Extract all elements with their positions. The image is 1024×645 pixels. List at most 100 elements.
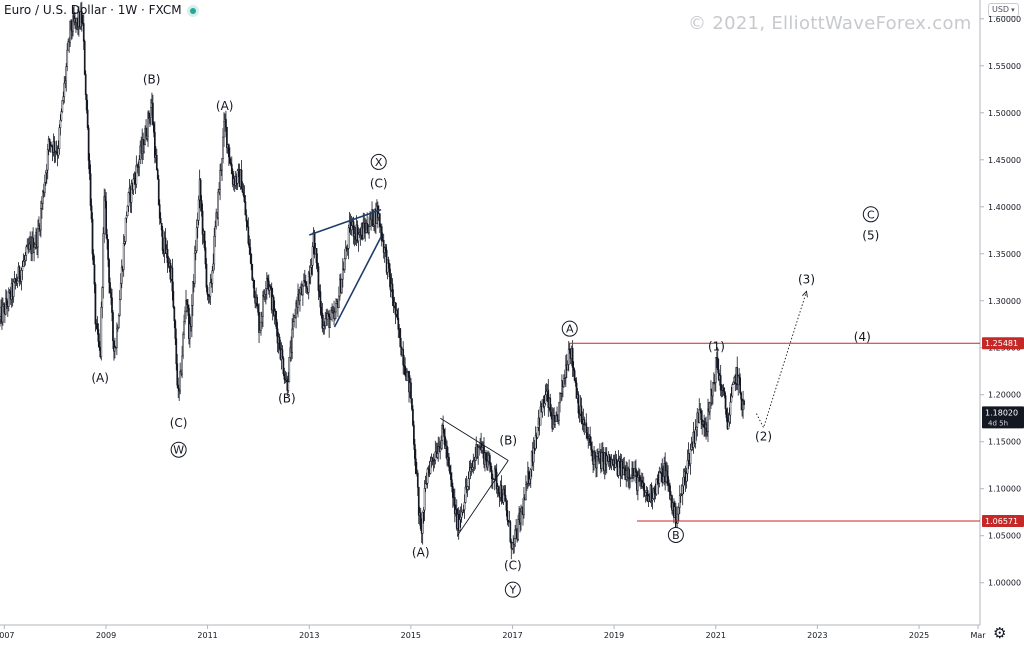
candle-body (5, 298, 8, 306)
price-tick-label: 1.55000 (988, 62, 1021, 71)
candle-body (384, 247, 387, 251)
time-tick-label: Mar (971, 631, 987, 640)
candle-body (583, 419, 586, 425)
candle-body (155, 154, 158, 171)
symbol-title[interactable]: Euro / U.S. Dollar · 1W · FXCM (4, 3, 182, 17)
candle-body (258, 312, 260, 333)
candle-body (310, 265, 313, 268)
currency-selector[interactable]: USD ▾ (988, 3, 1019, 17)
candle-body (260, 321, 262, 331)
candle-body (450, 472, 452, 480)
candle-body (305, 286, 308, 289)
candle-body (677, 507, 680, 515)
candle-body (215, 212, 218, 227)
candle-body (60, 111, 63, 121)
candle-body (125, 215, 128, 219)
candle-body (126, 205, 129, 216)
candle-body (485, 452, 487, 461)
candle-body (12, 281, 15, 297)
candle-body (299, 292, 301, 301)
candle-body (281, 349, 284, 359)
candle-body (166, 249, 169, 263)
candle-body (555, 415, 557, 422)
candle-body (502, 488, 505, 503)
candle-body (543, 403, 546, 407)
candle-body (257, 305, 259, 313)
candle-body (197, 199, 200, 221)
candle-body (716, 357, 719, 370)
candle-body (714, 357, 717, 383)
triangle-trendline (440, 417, 509, 461)
candle-body (315, 248, 318, 264)
wave-label-circle (370, 153, 387, 170)
projection-arrowhead (802, 290, 808, 298)
candle-body (92, 253, 95, 265)
candle-body (287, 381, 290, 391)
candle-body (194, 250, 197, 254)
candle-body (525, 483, 527, 501)
candle-body (402, 349, 405, 366)
candle-body (740, 392, 742, 400)
candle-body (228, 144, 230, 158)
candle-body (292, 321, 294, 330)
candle-body (439, 447, 442, 452)
candle-body (89, 173, 92, 206)
level-price-tag (982, 337, 1024, 350)
candle-body (93, 264, 96, 285)
candle-body (316, 262, 319, 267)
candle-body (574, 380, 577, 384)
candle-body (357, 234, 360, 242)
candle-body (291, 328, 294, 353)
wave-label: Y (508, 584, 516, 597)
candle-body (474, 456, 477, 461)
candle-body (183, 321, 185, 335)
bar-countdown-label: 4d 5h (988, 419, 1008, 427)
candle-body (88, 160, 91, 174)
candle-body (495, 471, 498, 490)
price-tick-label: 1.30000 (988, 297, 1021, 306)
last-price-label: 1.18020 (985, 408, 1018, 417)
candle-body (42, 191, 44, 204)
candle-body (662, 476, 665, 483)
candle-body (228, 156, 231, 164)
candle-body (743, 400, 745, 406)
time-tick-label: 2007 (0, 631, 14, 640)
candle-body (111, 297, 113, 313)
candle-body (242, 191, 245, 196)
candle-body (135, 165, 138, 185)
candle-body (106, 234, 108, 240)
candle-body (329, 319, 331, 328)
last-price-tag (982, 406, 1024, 429)
candle-body (545, 391, 548, 396)
candle-body (122, 243, 125, 270)
candle-body (43, 182, 46, 193)
candle-body (0, 316, 1, 320)
candle-body (67, 41, 70, 51)
wave-label: (B) (278, 391, 296, 405)
gear-icon[interactable]: ⚙ (993, 624, 1007, 642)
candle-body (191, 281, 194, 306)
candle-body (91, 218, 94, 255)
candle-body (171, 267, 174, 292)
wave-label-circle (561, 320, 578, 337)
candle-body (723, 390, 726, 396)
candle-body (368, 226, 370, 234)
candle-body (523, 497, 525, 515)
wave-label: (1) (708, 340, 725, 354)
wedge-trendline (309, 208, 382, 236)
time-tick-label: 2009 (96, 631, 116, 640)
candle-body (635, 468, 637, 473)
candle-body (199, 179, 202, 201)
candle-body (722, 387, 725, 392)
candle-body (174, 320, 177, 339)
candle-body (18, 266, 21, 280)
candle-body (536, 426, 539, 438)
candle-body (698, 409, 701, 423)
time-tick-label: 2013 (299, 631, 319, 640)
candle-body (114, 347, 116, 352)
candle-body (388, 263, 391, 278)
candle-body (340, 279, 343, 293)
candle-body (70, 20, 72, 31)
candle-body (53, 141, 56, 153)
